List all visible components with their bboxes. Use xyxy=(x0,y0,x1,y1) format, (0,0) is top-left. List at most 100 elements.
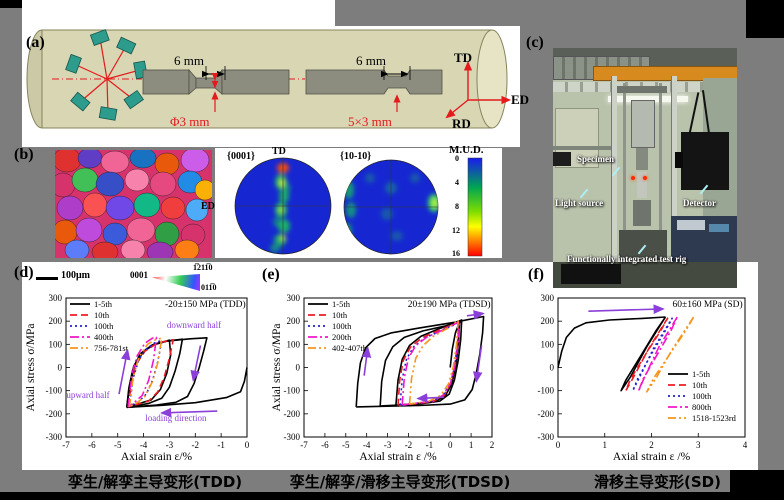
mud-title: M.U.D. xyxy=(449,144,484,156)
cylinder-right-cap xyxy=(476,29,508,129)
dimension-arrows xyxy=(201,66,411,112)
dim-diameter: Φ3 mm xyxy=(170,114,210,129)
photo-wall-box xyxy=(555,108,599,168)
svg-text:0: 0 xyxy=(550,363,555,373)
photo-detector-body xyxy=(681,132,729,190)
svg-text:-20±150 MPa (TDD): -20±150 MPa (TDD) xyxy=(165,299,246,310)
svg-text:-200: -200 xyxy=(46,409,63,419)
pf2-title: {10-10} xyxy=(340,151,372,162)
svg-text:200: 200 xyxy=(287,316,301,326)
svg-text:100th: 100th xyxy=(94,321,114,331)
dim-6mm-right: 6 mm xyxy=(356,53,386,68)
svg-text:0: 0 xyxy=(296,363,301,373)
svg-text:Axial srain ε/%: Axial srain ε/% xyxy=(121,451,193,463)
panel-b-label: (b) xyxy=(14,146,34,163)
ipf-1210-label: 1̅211̅0 xyxy=(193,263,213,272)
svg-text:300: 300 xyxy=(49,293,63,303)
svg-text:20±190 MPa (TDSD): 20±190 MPa (TDSD) xyxy=(408,299,491,310)
chart-sd: 0 1 2 3 4 -300 -200 -100 0 100 200 300 Axial strain … xyxy=(520,262,760,475)
photo-indicator-light-1 xyxy=(631,176,635,180)
svg-text:-1: -1 xyxy=(426,440,434,450)
svg-text:800th: 800th xyxy=(692,402,712,412)
photo-table-item-1 xyxy=(677,220,705,230)
photo-light-tube xyxy=(608,96,688,102)
svg-text:200: 200 xyxy=(49,316,63,326)
svg-text:60±160 MPa (SD): 60±160 MPa (SD) xyxy=(673,299,743,310)
panel-a-label: (a) xyxy=(26,34,45,51)
ipf-0110-label: 011̅0 xyxy=(201,283,217,292)
svg-text:200th: 200th xyxy=(332,332,352,342)
svg-text:2: 2 xyxy=(649,440,654,450)
axis-rd-label: RD xyxy=(452,116,471,131)
chart-tdd: -7 -6 -5 -4 -3 -2 -1 0 -300 -200 -100 0 100 200 300 Axi… xyxy=(22,262,268,475)
chart-svg-2: 0 1 2 3 4 -300 -200 -100 0 100 200 300 Axial strain … xyxy=(538,293,748,463)
svg-text:4: 4 xyxy=(743,440,748,450)
hcp-crystal-cluster xyxy=(65,29,148,121)
svg-text:10th: 10th xyxy=(692,380,708,390)
svg-text:0: 0 xyxy=(556,440,561,450)
svg-text:-6: -6 xyxy=(88,440,96,450)
ebsd-grain-map xyxy=(55,150,212,258)
svg-text:Axial stress σ/MPa: Axial stress σ/MPa xyxy=(271,324,283,412)
photo-left-device xyxy=(553,152,571,166)
photo-detector-lens xyxy=(675,152,683,168)
photo-floor-shadow xyxy=(561,264,621,284)
panel-c-label: (c) xyxy=(526,34,544,51)
photo-specimen-label: Specimen xyxy=(577,154,614,164)
svg-text:-5: -5 xyxy=(342,440,350,450)
photo-specimen-zone xyxy=(637,172,647,198)
photo-lower-grip xyxy=(633,200,651,226)
test-rig-photo: Specimen Light source Detector Functiona… xyxy=(553,48,737,288)
svg-text:1-5th: 1-5th xyxy=(94,299,113,309)
light-source-pointer-icon xyxy=(579,188,589,199)
svg-text:-6: -6 xyxy=(321,440,329,450)
svg-text:300: 300 xyxy=(287,293,301,303)
svg-text:100: 100 xyxy=(49,339,63,349)
specimen-schematic xyxy=(26,29,512,129)
pf1-td-label: TD xyxy=(272,146,286,157)
photo-coupling xyxy=(636,148,648,170)
chart-svg-1: -7 -6 -5 -4 -3 -2 -1 0 1 2 -300 -200 -100 0 100 200 300 A… xyxy=(271,293,495,463)
svg-text:-4: -4 xyxy=(363,440,371,450)
photo-indicator-light-2 xyxy=(643,176,647,180)
svg-text:300: 300 xyxy=(541,293,555,303)
svg-text:100th: 100th xyxy=(332,321,352,331)
svg-text:1518-1523rd: 1518-1523rd xyxy=(692,413,737,423)
photo-rig-label: Functionally integrated test rig xyxy=(567,254,687,264)
svg-text:-300: -300 xyxy=(46,432,63,442)
axis-ed-label: ED xyxy=(511,92,530,107)
svg-text:100th: 100th xyxy=(692,391,712,401)
svg-text:1: 1 xyxy=(603,440,608,450)
mud-tick-12: 12 xyxy=(452,226,460,235)
ipf-0001-label: 0001 xyxy=(130,270,148,280)
mud-colorbar xyxy=(467,157,483,257)
dim-cross-section: 5×3 mm xyxy=(348,114,392,129)
svg-text:-200: -200 xyxy=(538,409,555,419)
scale-bar-label: 100μm xyxy=(61,270,90,281)
svg-text:0: 0 xyxy=(448,440,453,450)
svg-text:-1: -1 xyxy=(217,440,225,450)
photo-orange-beam xyxy=(593,66,737,81)
svg-text:-5: -5 xyxy=(114,440,122,450)
svg-text:downward half: downward half xyxy=(167,320,221,330)
photo-crosshead xyxy=(617,86,667,93)
dim-6mm-left: 6 mm xyxy=(174,53,204,68)
bottom-right-black-bar xyxy=(730,470,784,494)
svg-text:2: 2 xyxy=(490,440,495,450)
flat-specimen xyxy=(305,69,443,95)
chart-svg-0: -7 -6 -5 -4 -3 -2 -1 0 -300 -200 -100 0 100 200 300 Axi… xyxy=(25,293,250,463)
svg-text:10th: 10th xyxy=(332,310,348,320)
photo-pipe xyxy=(553,146,613,150)
svg-text:100: 100 xyxy=(287,339,301,349)
svg-text:-100: -100 xyxy=(46,386,63,396)
caption-sd: 滑移主导变形(SD) xyxy=(594,473,721,491)
round-specimen xyxy=(142,68,290,95)
mud-tick-8: 8 xyxy=(455,202,459,211)
svg-text:-2: -2 xyxy=(192,440,200,450)
photo-detector-label: Detector xyxy=(683,198,716,208)
mud-tick-16: 16 xyxy=(452,249,460,258)
scale-bar xyxy=(36,277,58,280)
photo-light-source-label: Light source xyxy=(555,198,604,208)
caption-tdsd: 孪生/解孪/滑移主导变形(TDSD) xyxy=(289,473,511,491)
